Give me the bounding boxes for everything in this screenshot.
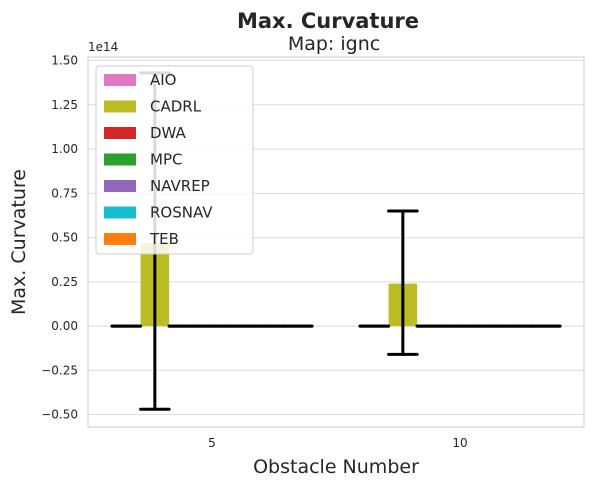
y-tick-labels: −0.50 −0.25 0.00 0.25 0.50 0.75 1.00 1.25 1.50: [41, 54, 78, 422]
chart-subtitle: Map: ignc: [288, 33, 380, 55]
x-tick-label: 5: [208, 436, 216, 450]
x-tick-label: 10: [452, 436, 467, 450]
chart-title: Max. Curvature: [237, 9, 419, 33]
legend-swatch-mpc: [104, 154, 136, 166]
legend-label-mpc: MPC: [150, 151, 182, 169]
y-tick-label: −0.25: [41, 363, 78, 377]
legend: AIO CADRL DWA MPC NAVREP ROSNAV TEB: [96, 66, 253, 254]
legend-label-dwa: DWA: [150, 124, 187, 142]
x-tick-labels: 5 10: [208, 436, 467, 450]
x-axis-label: Obstacle Number: [253, 456, 419, 478]
bars-layer: [112, 243, 560, 326]
y-tick-label: 0.00: [51, 319, 78, 333]
legend-label-aio: AIO: [150, 71, 177, 89]
legend-swatch-aio: [104, 74, 136, 86]
legend-swatch-dwa: [104, 127, 136, 139]
legend-swatch-teb: [104, 233, 136, 245]
legend-swatch-rosnav: [104, 207, 136, 219]
y-tick-label: 1.00: [51, 142, 78, 156]
y-tick-label: 0.25: [51, 275, 78, 289]
legend-swatch-cadrl: [104, 101, 136, 113]
y-tick-label: 1.50: [51, 54, 78, 68]
y-tick-label: 0.75: [51, 186, 78, 200]
y-axis-label: Max. Curvature: [8, 169, 30, 315]
y-tick-label: 0.50: [51, 231, 78, 245]
legend-swatch-navrep: [104, 180, 136, 192]
legend-label-rosnav: ROSNAV: [150, 204, 213, 222]
legend-label-teb: TEB: [149, 230, 179, 248]
legend-label-navrep: NAVREP: [150, 177, 210, 195]
y-tick-label: −0.50: [41, 408, 78, 422]
legend-label-cadrl: CADRL: [150, 98, 202, 116]
y-tick-label: 1.25: [51, 98, 78, 112]
offset-text: 1e14: [88, 40, 118, 54]
